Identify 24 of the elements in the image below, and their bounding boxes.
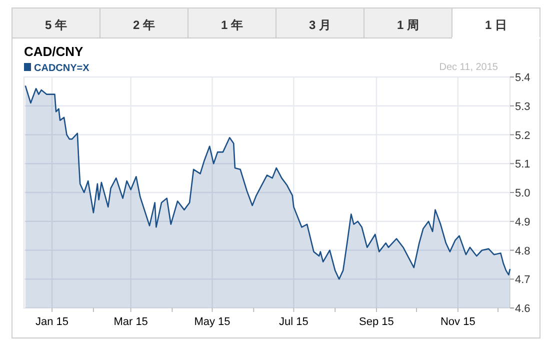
y-tick-label: 4.9 <box>515 216 530 228</box>
text: 1 日 <box>484 18 508 32</box>
text: 1 年 <box>220 18 244 32</box>
chart-title: CAD/CNY <box>24 44 84 59</box>
y-tick-label: 4.7 <box>515 274 530 286</box>
text: Dec 11, 2015 <box>439 62 498 73</box>
text: 5 年 <box>44 18 68 32</box>
x-tick-label: Sep 15 <box>359 316 394 328</box>
x-tick-label: May 15 <box>194 316 230 328</box>
y-tick-label: 5.1 <box>515 158 530 171</box>
x-tick-label: Mar 15 <box>114 316 148 328</box>
legend-label: CADCNY=X <box>34 63 90 74</box>
y-tick-label: 5.2 <box>515 130 530 142</box>
y-tick-label: 5.3 <box>515 100 530 113</box>
x-tick-label: Jul 15 <box>279 316 308 328</box>
y-tick-label: 4.8 <box>515 245 530 258</box>
text: 2 年 <box>132 18 156 32</box>
x-tick-label: Jan 15 <box>36 316 69 328</box>
text: 3 月 <box>308 18 332 32</box>
text: 1 周 <box>396 18 420 32</box>
y-tick-label: 5.0 <box>515 188 530 200</box>
y-tick-label: 5.4 <box>515 72 530 84</box>
y-tick-label: 4.6 <box>515 303 530 315</box>
x-tick-label: Nov 15 <box>440 316 476 328</box>
